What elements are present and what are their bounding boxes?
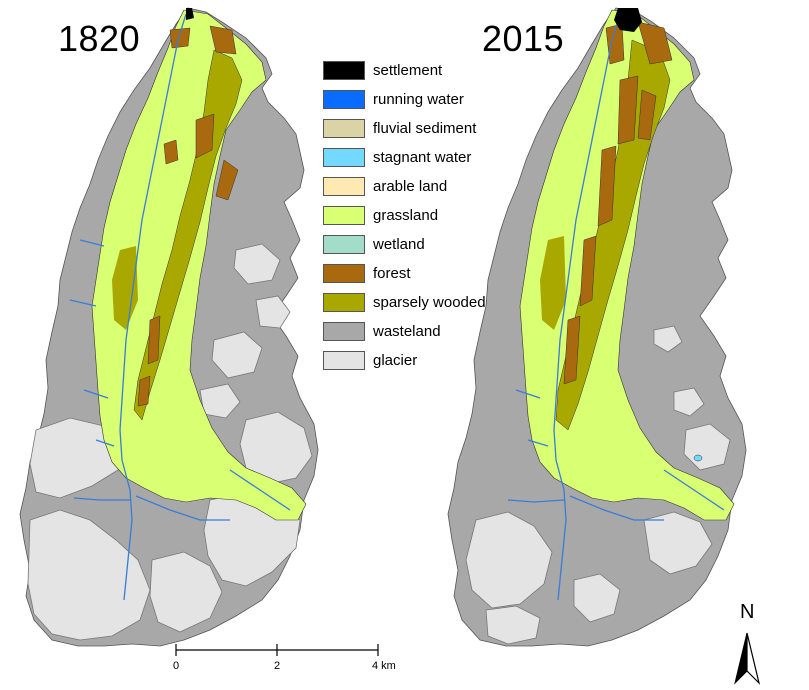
running-water-lines (507, 13, 725, 601)
legend-label: sparsely wooded (373, 294, 486, 311)
legend-label: stagnant water (373, 149, 472, 166)
legend-swatch (323, 119, 365, 138)
north-label: N (740, 601, 755, 623)
legend-label: settlement (373, 62, 443, 79)
legend-swatch (323, 322, 365, 341)
running-water-lines (69, 13, 291, 601)
legend-item-forest: forest (323, 259, 486, 288)
map-1820 (19, 7, 319, 647)
legend-item-wetland: wetland (323, 230, 486, 259)
legend-label: wetland (373, 236, 425, 253)
legend-swatch (323, 148, 365, 167)
scale-tick-0: 0 (173, 660, 180, 672)
map-2015 (447, 7, 747, 647)
legend-item-sparsely-wooded: sparsely wooded (323, 288, 486, 317)
legend-label: grassland (373, 207, 439, 224)
north-arrow: N (729, 601, 769, 687)
scale-bar: 0 2 4 km (168, 640, 418, 680)
glacier-areas (27, 243, 313, 641)
legend-swatch (323, 90, 365, 109)
legend-label: glacier (373, 352, 418, 369)
legend-swatch (323, 206, 365, 225)
legend-item-grassland: grassland (323, 201, 486, 230)
legend-swatch (323, 264, 365, 283)
forest-areas (563, 21, 673, 385)
legend-item-running-water: running water (323, 85, 486, 114)
legend-label: wasteland (373, 323, 441, 340)
sparsely-wooded-area (133, 49, 243, 421)
settlement-area (614, 8, 642, 32)
settlement-area (186, 8, 194, 20)
glacier-areas (465, 325, 731, 645)
legend-label: running water (373, 91, 464, 108)
north-arrow-icon (734, 632, 761, 685)
legend-label: fluvial sediment (373, 120, 477, 137)
panel-year-1820: 1820 (58, 18, 141, 59)
legend-item-settlement: settlement (323, 56, 486, 85)
panel-year-2015: 2015 (482, 18, 565, 59)
legend-label: arable land (373, 178, 448, 195)
legend-swatch (323, 61, 365, 80)
sparsely-wooded-area (112, 246, 138, 330)
legend-label: forest (373, 265, 411, 282)
legend-swatch (323, 235, 365, 254)
legend-item-stagnant-water: stagnant water (323, 143, 486, 172)
forest-areas (137, 25, 239, 407)
legend-item-fluvial-sediment: fluvial sediment (323, 114, 486, 143)
legend-swatch (323, 177, 365, 196)
scale-tick-4: 4 km (372, 660, 396, 672)
legend: settlement running water fluvial sedimen… (323, 56, 486, 375)
legend-item-arable-land: arable land (323, 172, 486, 201)
legend-item-wasteland: wasteland (323, 317, 486, 346)
legend-swatch (323, 351, 365, 370)
legend-swatch (323, 293, 365, 312)
legend-item-glacier: glacier (323, 346, 486, 375)
sparsely-wooded-area (540, 236, 566, 330)
scale-bar-line (175, 644, 379, 656)
stagnant-water-area (693, 454, 703, 462)
scale-tick-2: 2 (274, 660, 281, 672)
